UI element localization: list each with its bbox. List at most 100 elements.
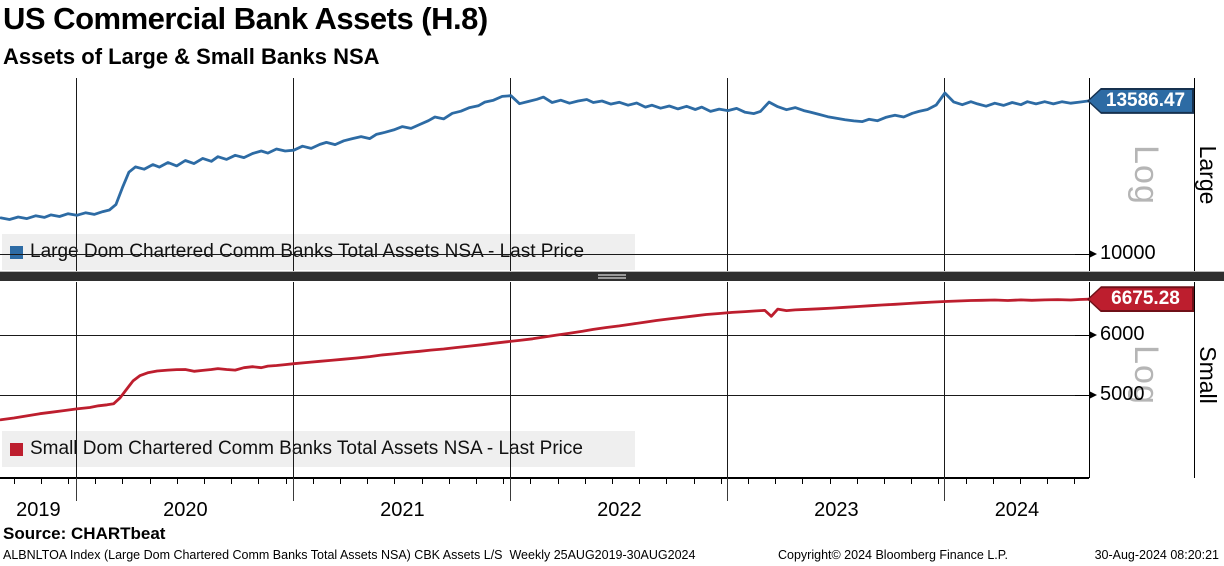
- right-frame-line-large: [1194, 78, 1195, 271]
- price-flag-small: 6675.28: [1087, 286, 1194, 313]
- x-minor-tick: [421, 479, 423, 484]
- x-minor-tick: [40, 479, 42, 484]
- x-minor-tick: [775, 479, 777, 484]
- x-minor-tick: [340, 479, 341, 484]
- footer-ticker-info: ALBNLTOA Index (Large Dom Chartered Comm…: [3, 548, 696, 562]
- log-scale-label-large: Log: [1127, 145, 1165, 205]
- x-minor-tick: [639, 479, 641, 484]
- vertical-gridline: [293, 282, 295, 478]
- x-minor-tick: [149, 479, 151, 484]
- y-tick-line: [1075, 254, 1091, 255]
- y-tick-arrow-icon: [1089, 250, 1097, 258]
- price-flag-large-value: 13586.47: [1089, 89, 1192, 112]
- legend-small[interactable]: Small Dom Chartered Comm Banks Total Ass…: [2, 431, 635, 467]
- year-separator: [727, 478, 729, 501]
- footer-datetime: 30-Aug-2024 08:20:21: [1094, 548, 1219, 562]
- x-minor-tick: [13, 479, 15, 484]
- x-minor-tick: [503, 479, 505, 484]
- x-minor-tick: [231, 479, 233, 484]
- y-tick-line: [1075, 335, 1091, 336]
- x-minor-tick: [911, 479, 913, 484]
- x-axis-year-label: 2022: [597, 499, 642, 521]
- vertical-gridline: [944, 78, 946, 271]
- x-axis-year-label: 2019: [16, 499, 61, 521]
- source-label: Source: CHARTbeat: [3, 524, 166, 543]
- x-minor-tick: [584, 479, 586, 484]
- x-axis-line: [0, 477, 1089, 479]
- x-minor-tick: [693, 479, 695, 484]
- x-axis-year-label: 2024: [994, 499, 1040, 521]
- legend-large[interactable]: Large Dom Chartered Comm Banks Total Ass…: [2, 234, 635, 270]
- y-tick-arrow-icon: [1089, 331, 1097, 339]
- legend-label-large: Large Dom Chartered Comm Banks Total Ass…: [30, 241, 585, 262]
- y-axis-tick-label: 6000: [1100, 323, 1145, 345]
- x-minor-tick: [530, 479, 532, 484]
- x-minor-tick: [122, 479, 124, 484]
- x-minor-tick: [68, 479, 69, 484]
- horizontal-gridline: [0, 395, 1089, 396]
- y-tick-arrow-icon: [1089, 391, 1097, 399]
- x-minor-tick: [1047, 479, 1049, 484]
- year-separator: [76, 478, 78, 501]
- x-minor-tick: [1020, 479, 1021, 484]
- legend-swatch-icon: [10, 442, 23, 456]
- x-minor-tick: [258, 479, 260, 484]
- vertical-gridline: [510, 282, 512, 478]
- x-minor-tick: [95, 479, 97, 484]
- x-axis-year-label: 2023: [814, 499, 859, 521]
- panel-side-label-small: Small: [1195, 346, 1221, 404]
- right-frame-line-small: [1194, 282, 1195, 478]
- y-axis-tick-label: 5000: [1100, 383, 1145, 405]
- year-separator: [510, 478, 512, 501]
- x-axis-year-label: 2021: [380, 499, 425, 521]
- x-minor-tick: [938, 479, 940, 484]
- x-minor-tick: [394, 479, 396, 484]
- x-minor-tick: [666, 479, 668, 484]
- x-minor-tick: [176, 479, 178, 484]
- large-series-line: [0, 91, 1089, 221]
- x-minor-tick: [802, 479, 804, 484]
- page-subtitle: Assets of Large & Small Banks NSA: [3, 44, 380, 69]
- panel-side-label-large: Large: [1195, 145, 1221, 205]
- small-series-line: [0, 297, 1089, 422]
- vertical-gridline: [510, 78, 512, 271]
- footer-copyright: Copyright© 2024 Bloomberg Finance L.P.: [778, 548, 1008, 562]
- page-title: US Commercial Bank Assets (H.8): [3, 1, 488, 36]
- x-minor-tick: [367, 479, 369, 484]
- panel-divider: [0, 271, 1224, 281]
- x-minor-tick: [748, 479, 749, 484]
- vertical-gridline: [727, 282, 729, 478]
- x-minor-tick: [829, 479, 831, 484]
- y-tick-line: [1075, 395, 1091, 396]
- x-minor-tick: [312, 479, 314, 484]
- divider-grip-handle[interactable]: [598, 274, 626, 279]
- vertical-gridline: [76, 282, 78, 478]
- year-separator: [293, 478, 295, 501]
- year-separator: [944, 478, 946, 501]
- legend-label-small: Small Dom Chartered Comm Banks Total Ass…: [30, 438, 583, 459]
- x-minor-tick: [557, 479, 559, 484]
- x-minor-tick: [856, 479, 858, 484]
- horizontal-gridline: [0, 254, 1089, 255]
- x-minor-tick: [612, 479, 613, 484]
- x-minor-tick: [992, 479, 994, 484]
- large-banks-panel[interactable]: [0, 78, 1089, 271]
- right-axis-line-small: [1089, 282, 1090, 478]
- x-minor-tick: [448, 479, 450, 484]
- x-minor-tick: [476, 479, 477, 484]
- x-minor-tick: [965, 479, 967, 484]
- small-banks-panel[interactable]: [0, 282, 1089, 478]
- horizontal-gridline: [0, 335, 1089, 336]
- x-axis-year-label: 2020: [163, 499, 208, 521]
- price-flag-large: 13586.47: [1087, 87, 1194, 114]
- legend-swatch-icon: [10, 245, 23, 259]
- vertical-gridline: [727, 78, 729, 271]
- price-flag-small-value: 6675.28: [1089, 288, 1192, 311]
- x-minor-tick: [285, 479, 287, 484]
- vertical-gridline: [293, 78, 295, 271]
- vertical-gridline: [944, 282, 946, 478]
- vertical-gridline: [76, 78, 78, 271]
- y-axis-tick-label: 10000: [1100, 242, 1156, 264]
- right-axis-line-large: [1089, 78, 1090, 271]
